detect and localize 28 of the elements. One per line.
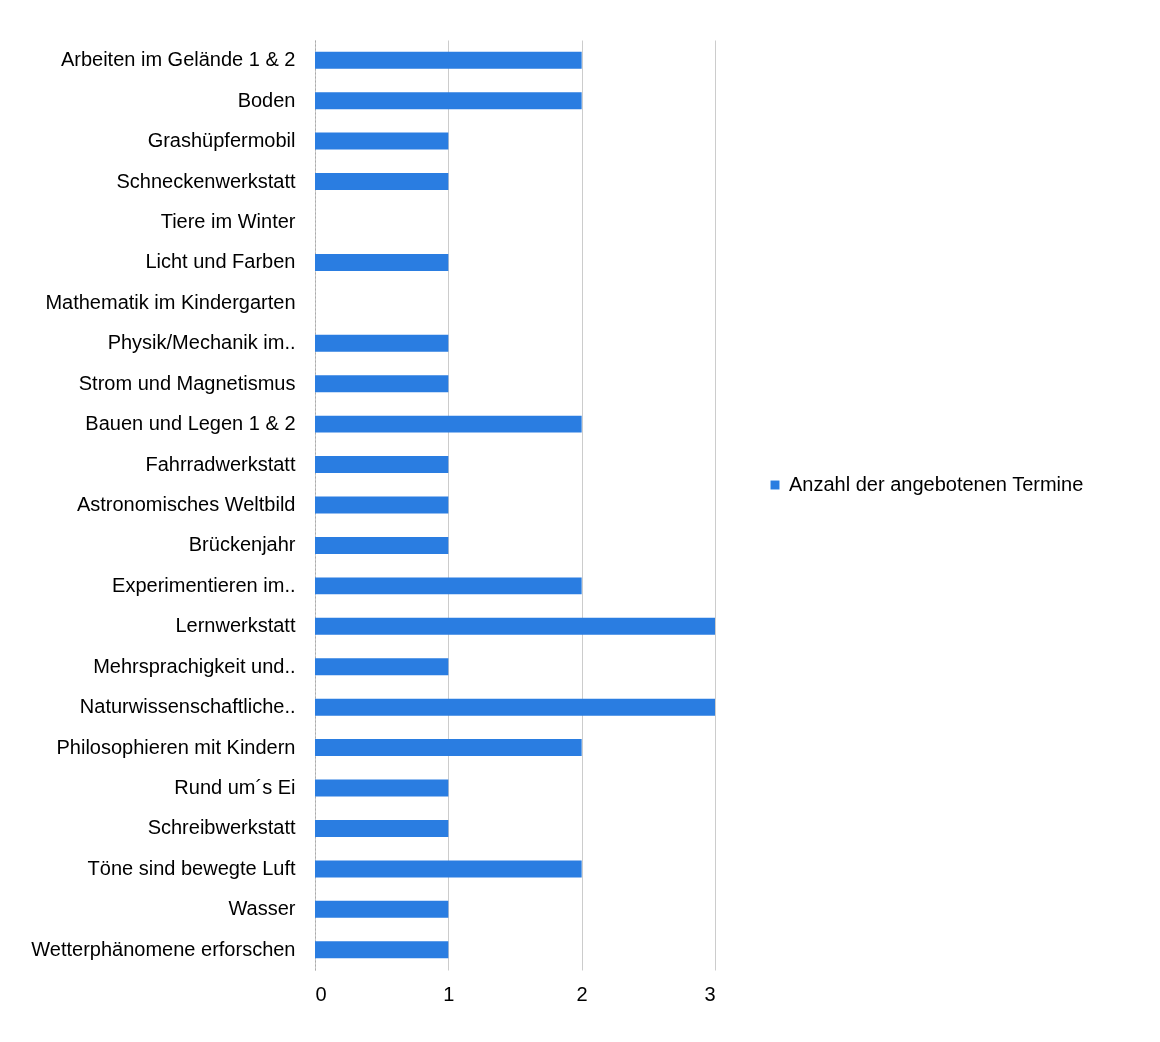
y-tick-label: Schneckenwerkstatt [116, 169, 296, 192]
x-tick-label: 1 [443, 982, 455, 1005]
y-tick-label: Licht und Farben [145, 250, 296, 273]
y-tick-label: Mathematik im Kindergarten [45, 290, 296, 313]
y-tick-label: Physik/Mechanik im.. [107, 331, 296, 354]
y-tick-label: Naturwissenschaftliche.. [79, 695, 296, 718]
y-tick-label: Wasser [228, 897, 296, 920]
y-tick-label: Philosophieren mit Kindern [56, 735, 296, 758]
y-tick-label: Grashüpfermobil [147, 129, 296, 152]
y-tick-label: Tiere im Winter [160, 209, 296, 232]
y-tick-label: Boden [237, 88, 296, 111]
y-tick-label: Strom und Magnetismus [78, 371, 296, 394]
y-tick-label: Töne sind bewegte Luft [87, 856, 296, 879]
x-tick-label: 0 [315, 982, 327, 1005]
y-tick-label: Schreibwerkstatt [147, 816, 296, 839]
y-tick-label: Astronomisches Weltbild [76, 493, 296, 515]
y-tick-label: Mehrsprachigkeit und.. [93, 654, 296, 677]
y-tick-label: Brückenjahr [188, 533, 296, 556]
legend-label: Anzahl der angebotenen Termine [789, 473, 1084, 495]
y-tick-label: Arbeiten im Gelände 1 & 2 [60, 48, 296, 71]
x-tick-label: 2 [576, 982, 588, 1005]
y-tick-label: Wetterphänomene erforschen [31, 937, 296, 960]
y-tick-label: Rund um´s Ei [174, 776, 296, 799]
y-tick-label: Fahrradwerkstatt [145, 452, 296, 475]
y-tick-label: Bauen und Legen 1 & 2 [85, 412, 296, 435]
y-tick-label: Experimentieren im.. [112, 573, 296, 596]
y-tick-label: Lernwerkstatt [175, 614, 296, 637]
x-tick-label: 3 [704, 982, 716, 1005]
